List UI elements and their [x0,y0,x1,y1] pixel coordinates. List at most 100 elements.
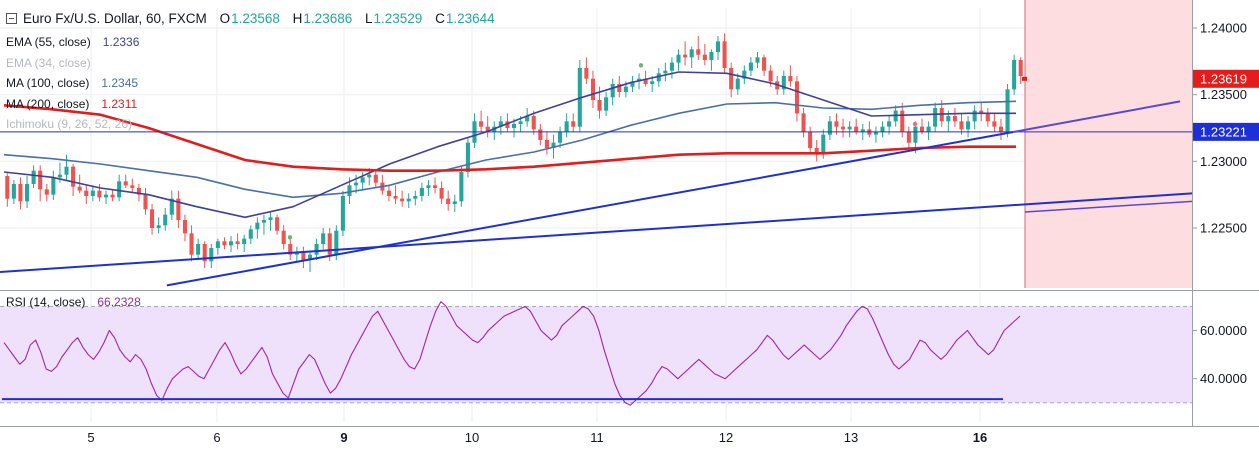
candle [551,142,556,148]
time-tick-label: 16 [973,430,987,445]
close-value: 1.23644 [445,11,495,26]
candle [268,217,273,220]
price-tag-label: 1.23619 [1200,71,1247,86]
indicator-value: 1.2336 [102,35,140,49]
indicator-label: MA (200, close) [6,96,90,111]
candle [558,132,563,143]
candle [1005,89,1010,132]
candle [571,121,576,127]
candle [722,41,727,68]
candle [887,121,892,127]
candle [77,186,82,191]
candle [360,177,365,183]
ma200-line [3,104,1016,172]
candle [933,108,938,127]
price-tick-label: 1.23500 [1200,87,1247,102]
candle [689,49,694,58]
candle [202,244,207,262]
time-tick-label: 5 [87,430,94,445]
candle [498,121,503,127]
candle [742,70,747,79]
rsi-tick-label: 40.0000 [1200,371,1247,386]
candle [110,194,115,198]
candle [64,166,69,175]
candle [222,241,227,246]
candle [926,126,931,132]
low-value: 1.23529 [373,11,423,26]
candle [386,190,392,196]
candle [215,241,220,248]
candle [518,121,523,124]
candle [847,126,852,130]
legend-ichimoku[interactable]: Ichimoku (9, 26, 52, 26) [6,114,495,135]
time-tick-label: 13 [844,430,858,445]
candle [604,97,609,111]
candle [762,57,767,71]
candle [307,254,313,260]
candle [906,132,911,143]
candle [630,81,635,87]
candle [439,188,444,199]
ichimoku-marker [912,121,918,127]
candle [400,198,405,202]
indicator-value: 1.2345 [101,76,139,90]
indicator-label: EMA (55, close) [6,35,91,49]
price-tag [1193,122,1259,141]
rsi-pane [0,292,1192,422]
candle [24,184,30,202]
candle [163,214,168,226]
legend-ema55[interactable]: EMA (55, close) 1.2336 [6,32,495,53]
candle [90,190,95,196]
candle [840,126,846,130]
candle [426,185,431,188]
candle [985,113,990,122]
price-tick-label: 1.24000 [1200,21,1247,36]
candle [610,84,615,98]
indicator-value: 1.2311 [101,96,138,111]
candle [794,81,800,114]
rsi-value: 66.2328 [97,295,141,309]
candle [150,209,155,228]
legend-ma200[interactable]: MA (200, close) 1.2311 [6,94,495,115]
collapse-icon[interactable] [6,12,17,24]
candle [182,220,188,234]
indicator-label: EMA (34, close) [6,55,91,70]
candle [169,198,174,215]
candle [38,170,43,190]
candle [321,233,326,244]
candle [788,76,793,82]
candle [755,57,760,63]
symbol-title: Euro Fx/U.S. Dollar, 60, FXCM [23,11,207,26]
legend-ma100[interactable]: MA (100, close) 1.2345 [6,73,495,94]
low-key: L [365,11,373,26]
time-tick-label: 9 [340,430,347,445]
rsi-tick-label: 60.0000 [1200,323,1247,338]
ema55-line [3,71,1016,219]
candle [538,129,543,140]
candle [683,54,688,58]
candle [373,174,378,183]
candle [821,134,826,154]
close-key: C [435,11,445,26]
price-grid [0,0,1192,288]
candle [709,52,714,60]
candle [452,201,457,204]
candle [643,78,648,84]
candle [275,217,280,231]
candle [479,121,484,127]
candle [446,198,451,204]
open-value: 1.23568 [231,11,280,26]
candle [189,233,194,255]
candle [525,116,530,122]
candle [597,100,602,111]
candle [354,182,359,186]
candle [136,188,141,195]
rsi-legend[interactable]: RSI (14, close) 66.2328 [6,295,141,309]
legend-ema34[interactable]: EMA (34, close) [6,53,495,74]
candle [715,41,721,52]
candle [459,172,464,202]
candle [281,230,286,244]
time-tick-label: 10 [465,430,479,445]
candle [228,241,234,246]
